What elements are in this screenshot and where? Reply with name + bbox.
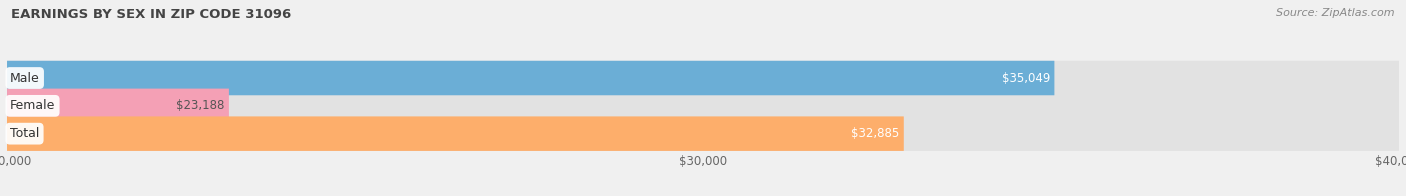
- Text: $32,885: $32,885: [852, 127, 900, 140]
- Text: $23,188: $23,188: [176, 99, 225, 112]
- Text: Female: Female: [10, 99, 55, 112]
- Text: Source: ZipAtlas.com: Source: ZipAtlas.com: [1277, 8, 1395, 18]
- Text: EARNINGS BY SEX IN ZIP CODE 31096: EARNINGS BY SEX IN ZIP CODE 31096: [11, 8, 291, 21]
- Text: Male: Male: [10, 72, 39, 84]
- FancyBboxPatch shape: [7, 89, 229, 123]
- FancyBboxPatch shape: [7, 116, 1399, 151]
- FancyBboxPatch shape: [7, 89, 1399, 123]
- FancyBboxPatch shape: [7, 61, 1054, 95]
- FancyBboxPatch shape: [7, 116, 904, 151]
- FancyBboxPatch shape: [7, 61, 1399, 95]
- Text: $35,049: $35,049: [1002, 72, 1050, 84]
- Text: Total: Total: [10, 127, 39, 140]
